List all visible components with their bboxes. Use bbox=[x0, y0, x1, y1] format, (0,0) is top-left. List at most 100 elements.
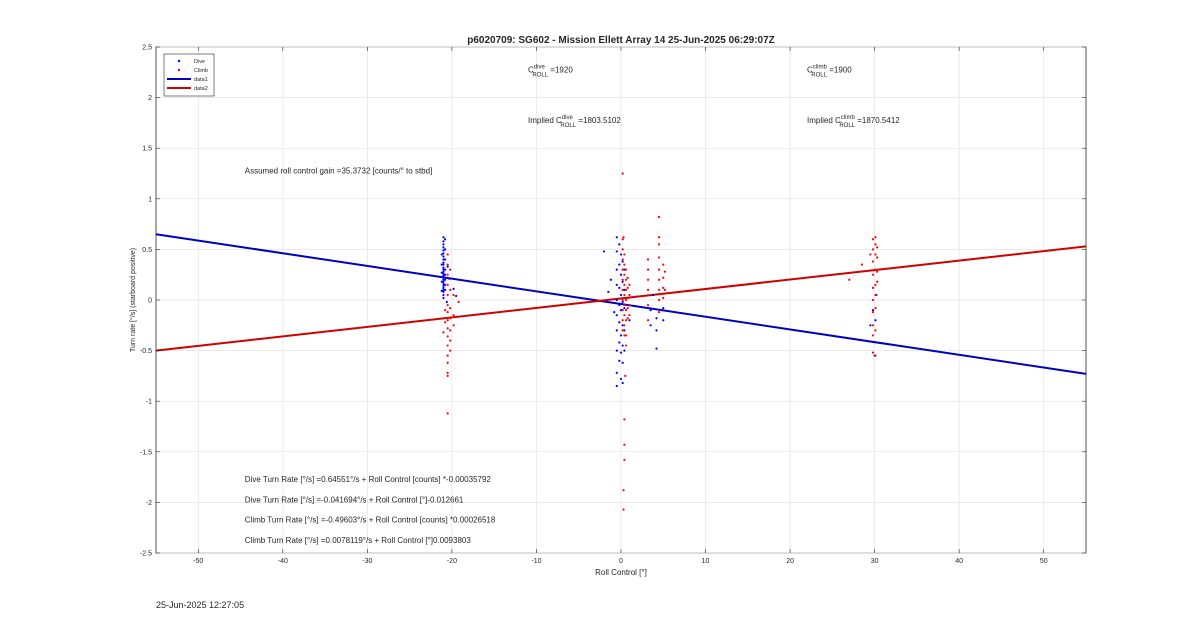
point-climb bbox=[446, 327, 449, 330]
point-climb bbox=[446, 371, 449, 374]
point-climb bbox=[452, 324, 455, 327]
point-dive bbox=[442, 266, 445, 269]
point-climb bbox=[623, 283, 626, 286]
point-dive bbox=[623, 329, 626, 332]
point-dive bbox=[655, 329, 658, 332]
point-dive bbox=[623, 349, 626, 352]
point-climb bbox=[646, 319, 650, 322]
point-dive bbox=[623, 268, 626, 271]
point-dive bbox=[619, 253, 623, 256]
point-dive bbox=[874, 319, 877, 322]
point-dive bbox=[628, 319, 631, 322]
point-climb bbox=[628, 293, 631, 297]
point-climb bbox=[624, 298, 628, 302]
point-climb bbox=[628, 283, 631, 286]
point-climb bbox=[446, 412, 449, 415]
point-climb bbox=[871, 351, 875, 354]
point-climb bbox=[662, 263, 665, 266]
annotation-impl_climb: Implied Cclimb ROLL =1870.5412 bbox=[807, 115, 900, 129]
point-climb bbox=[874, 236, 877, 239]
point-climb bbox=[446, 354, 449, 357]
point-climb bbox=[446, 293, 449, 297]
point-dive bbox=[621, 324, 624, 327]
y-tick-label: 1.5 bbox=[142, 146, 152, 153]
point-dive bbox=[623, 288, 626, 291]
legend-label: Dive bbox=[194, 59, 205, 65]
annotation-eq4: Climb Turn Rate [°/s] =0.0078119°/s + Ro… bbox=[245, 536, 472, 545]
point-dive bbox=[619, 351, 623, 354]
point-climb bbox=[621, 238, 624, 241]
point-climb bbox=[449, 329, 452, 332]
point-climb bbox=[446, 253, 449, 256]
point-dive bbox=[615, 236, 618, 239]
point-dive bbox=[621, 280, 624, 283]
point-dive bbox=[442, 280, 445, 283]
point-climb bbox=[449, 288, 452, 291]
y-tick-label: 0 bbox=[148, 298, 152, 305]
point-dive bbox=[609, 278, 612, 281]
point-climb bbox=[622, 236, 625, 239]
point-dive bbox=[448, 277, 451, 280]
point-climb bbox=[663, 270, 667, 273]
point-dive bbox=[442, 255, 445, 258]
point-climb bbox=[621, 309, 624, 312]
point-climb bbox=[446, 319, 449, 322]
legend-label: data2 bbox=[194, 86, 208, 92]
point-dive bbox=[444, 238, 447, 241]
point-climb bbox=[871, 298, 875, 302]
point-climb bbox=[621, 329, 624, 332]
x-tick-label: 50 bbox=[1040, 558, 1048, 565]
y-tick-label: -1.5 bbox=[140, 449, 152, 456]
point-dive bbox=[442, 278, 445, 281]
y-tick-label: 0.5 bbox=[142, 247, 152, 254]
annotation-c_climb: Cclimb ROLL =1900 bbox=[807, 64, 852, 78]
point-dive bbox=[619, 293, 623, 297]
point-dive bbox=[442, 270, 445, 273]
point-climb bbox=[457, 300, 460, 304]
point-climb bbox=[628, 314, 631, 317]
point-climb bbox=[623, 263, 626, 266]
point-dive bbox=[442, 252, 445, 255]
x-tick-label: 20 bbox=[786, 558, 794, 565]
point-dive bbox=[442, 282, 445, 285]
point-dive bbox=[655, 347, 658, 350]
point-dive bbox=[442, 293, 445, 297]
point-climb bbox=[624, 334, 628, 337]
point-dive bbox=[621, 344, 624, 347]
point-climb bbox=[871, 238, 875, 241]
point-dive bbox=[618, 243, 621, 246]
point-climb bbox=[621, 172, 624, 175]
point-dive bbox=[662, 306, 665, 310]
point-climb bbox=[623, 443, 626, 446]
point-dive bbox=[442, 286, 445, 289]
point-climb bbox=[621, 278, 624, 281]
point-dive bbox=[444, 288, 447, 291]
point-climb bbox=[622, 489, 625, 492]
y-tick-label: -2 bbox=[146, 500, 152, 507]
point-dive bbox=[452, 287, 455, 290]
point-climb bbox=[871, 286, 875, 289]
point-climb bbox=[646, 303, 650, 307]
point-climb bbox=[876, 256, 879, 259]
y-tick-label: 1 bbox=[148, 196, 152, 203]
point-dive bbox=[623, 306, 626, 310]
point-climb bbox=[657, 243, 661, 246]
legend-swatch-dive bbox=[177, 59, 181, 63]
point-climb bbox=[446, 273, 449, 276]
point-climb bbox=[874, 243, 877, 246]
y-tick-label: -1 bbox=[146, 399, 152, 406]
point-dive bbox=[442, 246, 445, 249]
point-climb bbox=[874, 253, 877, 256]
point-climb bbox=[449, 306, 452, 310]
fit-lines bbox=[155, 233, 1087, 375]
point-dive bbox=[618, 341, 621, 344]
point-climb bbox=[628, 303, 631, 307]
x-tick-label: -50 bbox=[193, 558, 203, 565]
point-dive bbox=[615, 384, 618, 388]
point-dive bbox=[615, 371, 618, 374]
point-dive bbox=[662, 319, 665, 322]
point-dive bbox=[621, 260, 624, 263]
point-climb bbox=[449, 339, 452, 342]
x-tick-label: 10 bbox=[702, 558, 710, 565]
legend-label: Climb bbox=[194, 68, 208, 74]
